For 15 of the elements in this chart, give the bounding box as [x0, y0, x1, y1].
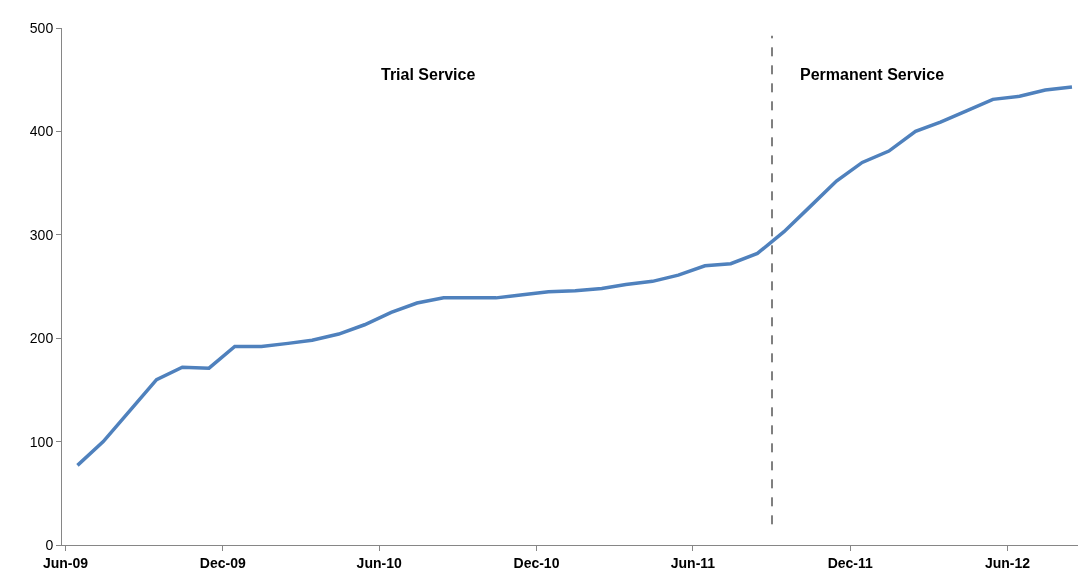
- y-tick-label: 0: [45, 536, 54, 553]
- x-tick-label: Dec-11: [827, 554, 873, 571]
- y-tick-label: 200: [29, 330, 54, 347]
- y-tick-label: 100: [29, 433, 54, 450]
- x-tick-label: Jun-11: [670, 554, 716, 571]
- x-tick-label: Jun-09: [42, 554, 89, 571]
- y-tick-label: 300: [29, 226, 54, 243]
- y-tick-label: 400: [29, 123, 54, 140]
- x-tick-label: Jun-10: [356, 554, 402, 571]
- y-tick-label: 500: [29, 19, 54, 36]
- x-tick-label: Dec-10: [513, 554, 560, 571]
- annotation: Permanent Service: [800, 66, 945, 83]
- annotation: Trial Service: [381, 66, 476, 83]
- x-tick-label: Dec-09: [199, 554, 246, 571]
- x-tick-label: Jun-12: [984, 554, 1031, 571]
